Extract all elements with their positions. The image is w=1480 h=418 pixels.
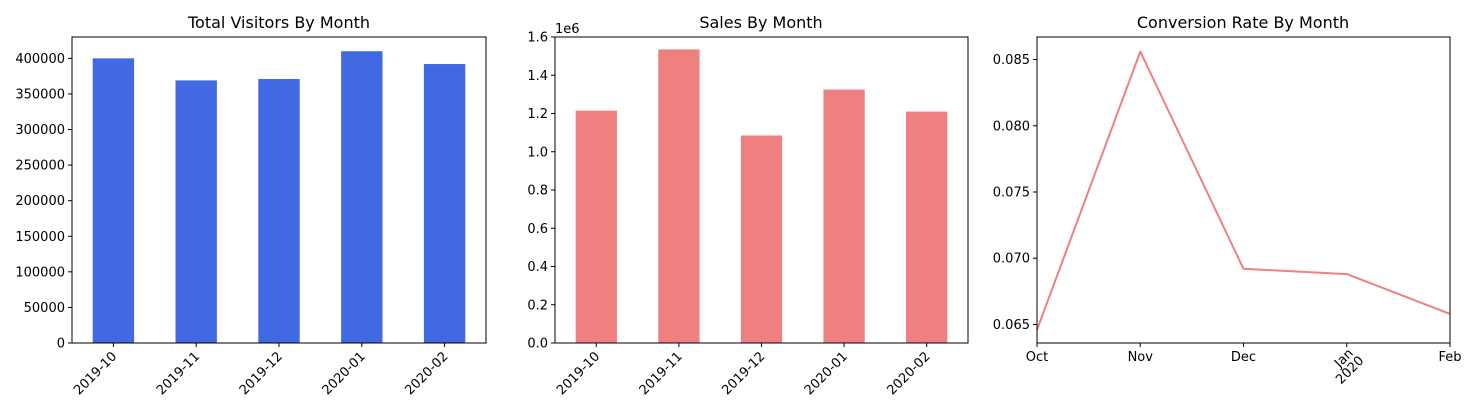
conversion-plot-frame bbox=[1036, 36, 1451, 344]
sales-bar-2019-10 bbox=[575, 110, 617, 343]
sales-bar-2019-11 bbox=[658, 49, 700, 344]
visitors-y-tick-label: 0 bbox=[57, 337, 65, 352]
conversion-x-tick-label: Nov bbox=[1128, 350, 1154, 365]
sales-plot-frame bbox=[554, 36, 969, 344]
conversion-y-tick-label: 0.070 bbox=[993, 252, 1030, 267]
visitors-bars bbox=[92, 51, 466, 344]
sales-y-tick-label: 1.2 bbox=[527, 107, 548, 122]
sales-x-tick-label: 2019-11 bbox=[637, 349, 686, 398]
visitors-y-tick-label: 350000 bbox=[15, 87, 65, 102]
sales-x-tick-label: 2019-10 bbox=[554, 349, 603, 398]
visitors-x-axis: 2019-10 2019-11 2019-12 2020-01 2020-02 bbox=[71, 343, 451, 398]
visitors-x-tick-label: 2020-02 bbox=[402, 349, 451, 398]
sales-y-offset-label: 1e6 bbox=[555, 22, 580, 37]
conversion-y-tick-label: 0.080 bbox=[993, 119, 1030, 134]
sales-bar-2019-12 bbox=[740, 135, 783, 343]
visitors-bar-2019-10 bbox=[92, 58, 135, 343]
sales-y-tick-label: 0.8 bbox=[527, 184, 548, 199]
visitors-x-tick-label: 2020-01 bbox=[320, 349, 369, 398]
visitors-bar-2020-02 bbox=[423, 64, 466, 343]
visitors-y-tick-label: 100000 bbox=[15, 265, 65, 280]
visitors-x-tick-label: 2019-12 bbox=[237, 349, 286, 398]
conversion-chart-title: Conversion Rate By Month bbox=[1137, 13, 1349, 32]
visitors-plot-frame bbox=[71, 36, 487, 344]
sales-y-tick-label: 1.4 bbox=[527, 69, 548, 84]
visitors-y-tick-label: 250000 bbox=[15, 159, 65, 174]
conversion-line-area bbox=[1036, 50, 1451, 331]
sales-chart-title: Sales By Month bbox=[699, 13, 822, 32]
sales-y-tick-label: 1.0 bbox=[527, 145, 548, 160]
visitors-x-tick-label: 2019-11 bbox=[154, 349, 203, 398]
visitors-y-tick-label: 200000 bbox=[15, 194, 65, 209]
visitors-y-tick-label: 50000 bbox=[24, 301, 65, 316]
sales-y-tick-label: 0.4 bbox=[527, 260, 548, 275]
sales-y-tick-label: 0.6 bbox=[527, 222, 548, 237]
sales-x-tick-label: 2020-02 bbox=[885, 349, 934, 398]
conversion-x-tick-label: Dec bbox=[1231, 350, 1256, 365]
sales-y-tick-label: 0.2 bbox=[527, 298, 548, 313]
visitors-bar-2019-12 bbox=[258, 78, 300, 343]
sales-chart: Sales By Month 1e6 0.0 0.2 0.4 0.6 0.8 1.0 1.2… bbox=[527, 13, 969, 398]
sales-y-tick-label: 1.6 bbox=[527, 31, 548, 46]
visitors-x-tick-label: 2019-10 bbox=[71, 349, 120, 398]
conversion-y-tick-label: 0.085 bbox=[993, 53, 1030, 68]
visitors-y-tick-label: 150000 bbox=[15, 230, 65, 245]
conversion-y-tick-label: 0.065 bbox=[993, 318, 1030, 333]
conversion-x-tick-label: Oct bbox=[1026, 350, 1048, 365]
sales-x-tick-label: 2020-01 bbox=[802, 349, 851, 398]
visitors-y-axis: 0 50000 100000 150000 200000 250000 300000 3500… bbox=[15, 52, 72, 352]
visitors-y-tick-label: 400000 bbox=[15, 52, 65, 67]
sales-y-tick-label: 0.0 bbox=[527, 337, 548, 352]
conversion-series-line bbox=[1036, 50, 1451, 331]
sales-y-axis: 0.0 0.2 0.4 0.6 0.8 1.0 1.2 1.4 1.6 bbox=[527, 31, 555, 352]
visitors-bar-2019-11 bbox=[175, 80, 217, 343]
sales-x-axis: 2019-10 2019-11 2019-12 2020-01 2020-02 bbox=[554, 343, 934, 398]
sales-bars bbox=[575, 49, 948, 344]
visitors-chart: Total Visitors By Month 0 50000 100000 1500… bbox=[15, 13, 487, 398]
sales-bar-2020-02 bbox=[906, 111, 948, 344]
conversion-y-axis: 0.065 0.070 0.075 0.080 0.085 bbox=[993, 53, 1037, 333]
sales-x-tick-label: 2019-12 bbox=[719, 349, 768, 398]
conversion-y-tick-label: 0.075 bbox=[993, 185, 1030, 200]
conversion-x-tick-label: Feb bbox=[1438, 350, 1461, 365]
visitors-bar-2020-01 bbox=[341, 51, 383, 344]
conversion-chart: Conversion Rate By Month 0.065 0.070 0.075… bbox=[993, 13, 1462, 388]
visitors-y-tick-label: 300000 bbox=[15, 123, 65, 138]
visitors-chart-title: Total Visitors By Month bbox=[187, 13, 370, 32]
sales-bar-2020-01 bbox=[823, 89, 865, 343]
